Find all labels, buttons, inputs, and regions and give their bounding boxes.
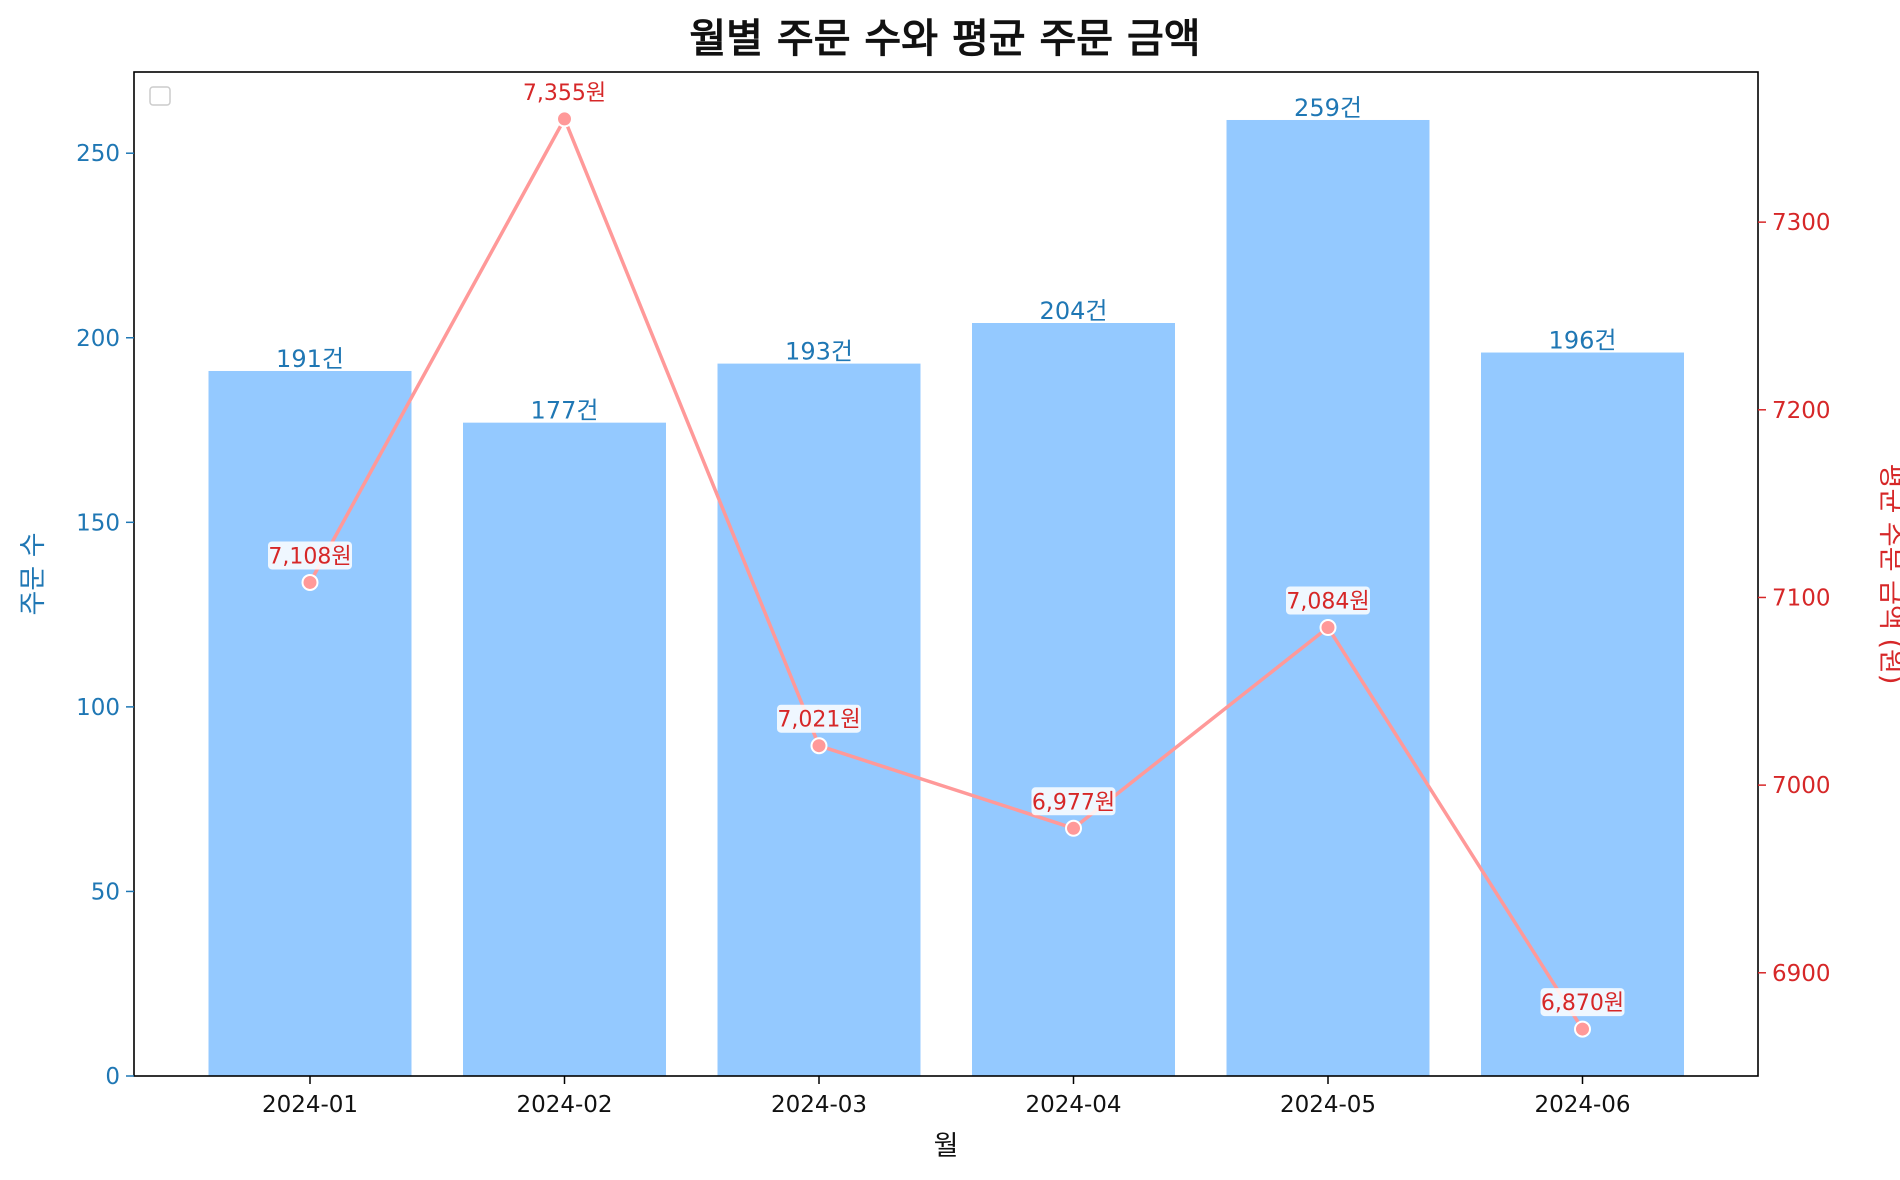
bar-2024-04 xyxy=(972,323,1175,1076)
point-label-box xyxy=(1540,988,1625,1017)
y-axis-left: 0 50 100 150 200 250 xyxy=(76,141,134,1090)
bar-value-label: 196건 xyxy=(1549,327,1617,355)
point-value-label: 7,355원 xyxy=(523,81,606,106)
avg-amount-point xyxy=(1574,1020,1591,1038)
point-value-label: 7,021원 xyxy=(777,708,860,733)
x-axis-label: 월 xyxy=(934,1131,959,1162)
y-right-tick-label: 7300 xyxy=(1772,210,1831,236)
point-label-box xyxy=(522,77,607,106)
bar-value-label: 191건 xyxy=(276,345,344,373)
bar-value-label: 259건 xyxy=(1294,94,1362,122)
avg-amount-point xyxy=(810,737,828,755)
y-right-tick-label: 6900 xyxy=(1772,961,1831,987)
point-value-label: 7,108원 xyxy=(268,544,351,569)
bars-layer: 191건 177건 193건 204건 259건 196건 xyxy=(208,94,1684,1077)
avg-amount-point xyxy=(1065,819,1082,837)
x-axis: 2024-01 2024-02 2024-03 2024-04 2024-05 2024-… xyxy=(262,1076,1631,1118)
x-tick-label: 2024-01 xyxy=(262,1092,358,1118)
x-tick-label: 2024-03 xyxy=(771,1092,867,1118)
y-right-tick-label: 7200 xyxy=(1772,398,1831,424)
point-value-label: 7,084원 xyxy=(1286,589,1369,614)
avg-amount-point xyxy=(1319,618,1337,636)
point-label-box xyxy=(777,704,861,733)
y-right-tick-label: 7000 xyxy=(1772,773,1831,799)
y-axis-left-label: 주문 수 xyxy=(18,532,49,615)
y-left-tick-label: 200 xyxy=(76,326,120,352)
chart-title: 월별 주문 수와 평균 주문 금액 xyxy=(689,16,1200,62)
bar-value-label: 193건 xyxy=(785,338,853,366)
point-value-label: 6,870원 xyxy=(1541,991,1624,1016)
legend-box xyxy=(149,86,171,106)
y-left-tick-label: 250 xyxy=(76,141,120,167)
y-left-tick-label: 0 xyxy=(105,1064,120,1090)
y-axis-right-label: 평균 주문 금액 (원) xyxy=(1875,464,1900,685)
line-layer: 7,108원 7,355원 7,021원 6,977원 7,084원 6,870원 xyxy=(268,77,1625,1038)
point-label-box xyxy=(1031,787,1116,816)
bar-2024-02 xyxy=(463,422,666,1077)
avg-amount-point xyxy=(301,573,319,591)
y-axis-right: 6900 7000 7100 7200 7300 xyxy=(1758,210,1831,987)
y-left-tick-label: 50 xyxy=(91,879,120,905)
y-right-tick-label: 7100 xyxy=(1772,585,1831,611)
x-tick-label: 2024-05 xyxy=(1280,1092,1376,1118)
bar-value-label: 177건 xyxy=(531,397,599,425)
avg-amount-point xyxy=(556,110,573,128)
x-tick-label: 2024-06 xyxy=(1534,1092,1630,1118)
avg-amount-line xyxy=(308,117,1584,1031)
y-left-tick-label: 150 xyxy=(76,510,120,536)
point-label-box xyxy=(268,541,352,570)
point-label-box xyxy=(1286,586,1370,615)
x-tick-label: 2024-02 xyxy=(516,1092,612,1118)
plot-frame xyxy=(133,71,1759,1077)
y-left-tick-label: 100 xyxy=(76,695,120,721)
x-tick-label: 2024-04 xyxy=(1025,1092,1121,1118)
bar-2024-01 xyxy=(208,370,412,1076)
bar-value-label: 204건 xyxy=(1040,297,1108,325)
bar-2024-06 xyxy=(1481,352,1684,1076)
point-value-label: 6,977원 xyxy=(1032,790,1115,815)
